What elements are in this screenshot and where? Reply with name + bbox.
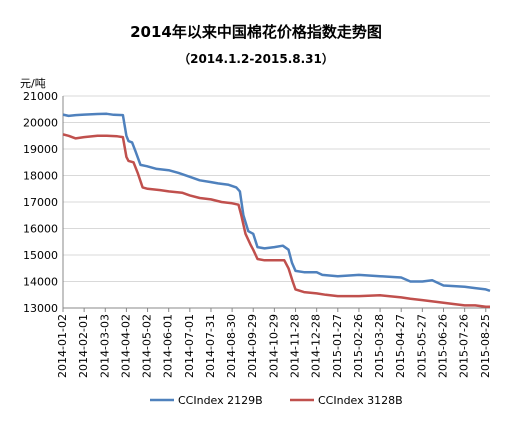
y-tick-label: 16000 bbox=[23, 223, 58, 236]
x-tick-labels: 2014-01-02 2014-02-01 2014-03-03 2014-04-02… bbox=[56, 308, 492, 378]
x-tick-label: 2014-06-01 bbox=[162, 314, 175, 378]
x-tick-label: 2015-04-27 bbox=[394, 314, 407, 378]
x-tick-label: 2015-06-26 bbox=[436, 314, 449, 378]
x-tick-label: 2014-09-29 bbox=[246, 314, 259, 378]
legend: CCIndex 2129B CCIndex 3128B bbox=[150, 394, 403, 407]
x-tick-label: 2014-12-28 bbox=[310, 314, 323, 378]
series-line bbox=[62, 133, 490, 308]
x-tick-label: 2014-03-03 bbox=[98, 314, 111, 378]
y-tick-label: 13000 bbox=[23, 302, 58, 315]
y-tick-labels: 13000 14000 15000 16000 17000 18000 19000 20000… bbox=[23, 90, 58, 315]
x-tick-label: 2014-04-02 bbox=[119, 314, 132, 378]
x-tick-label: 2014-10-29 bbox=[267, 314, 280, 378]
legend-label: CCIndex 3128B bbox=[318, 394, 403, 407]
x-tick-label: 2014-11-28 bbox=[289, 314, 302, 378]
y-tick-label: 17000 bbox=[23, 196, 58, 209]
chart-title: 2014年以来中国棉花价格指数走势图 bbox=[130, 23, 382, 41]
x-tick-label: 2014-05-02 bbox=[141, 314, 154, 378]
y-axis-unit: 元/吨 bbox=[20, 77, 46, 90]
gridlines bbox=[62, 95, 490, 309]
x-tick-label: 2015-05-27 bbox=[415, 314, 428, 378]
y-tick-label: 15000 bbox=[23, 249, 58, 262]
x-tick-label: 2014-07-01 bbox=[183, 314, 196, 378]
y-tick-label: 21000 bbox=[23, 90, 58, 103]
legend-label: CCIndex 2129B bbox=[178, 394, 263, 407]
x-tick-label: 2014-07-31 bbox=[204, 314, 217, 378]
x-tick-label: 2015-08-25 bbox=[479, 314, 492, 378]
x-tick-label: 2014-02-01 bbox=[77, 314, 90, 378]
series-line bbox=[62, 112, 491, 292]
x-tick-label: 2014-01-02 bbox=[56, 314, 69, 378]
x-tick-label: 2015-02-26 bbox=[352, 314, 365, 378]
chart-subtitle: （2014.1.2-2015.8.31） bbox=[178, 51, 334, 66]
x-tick-label: 2014-08-30 bbox=[225, 314, 238, 378]
x-tick-label: 2015-01-27 bbox=[331, 314, 344, 378]
y-tick-label: 19000 bbox=[23, 143, 58, 156]
y-tick-label: 18000 bbox=[23, 170, 58, 183]
y-tick-label: 14000 bbox=[23, 276, 58, 289]
series-lines bbox=[62, 112, 491, 308]
y-tick-label: 20000 bbox=[23, 117, 58, 130]
x-tick-label: 2015-07-26 bbox=[458, 314, 471, 378]
x-tick-label: 2015-03-28 bbox=[373, 314, 386, 378]
